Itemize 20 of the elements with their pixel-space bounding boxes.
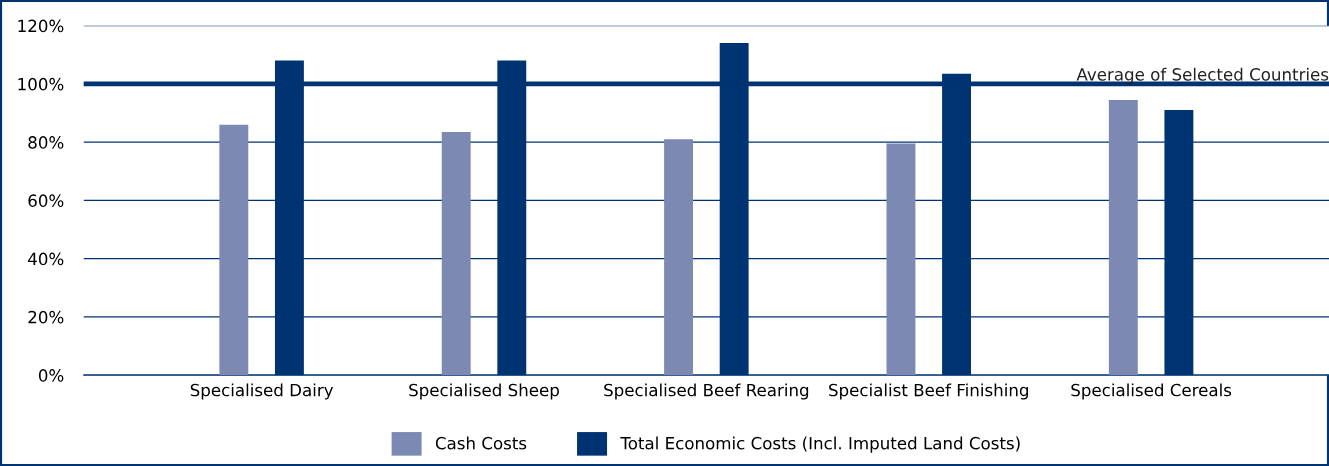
- bar: [1108, 99, 1138, 376]
- legend-label: Cash Costs: [435, 436, 527, 450]
- y-tick-label: 80%: [28, 136, 64, 149]
- ref-line-label: Average of Selected Countries: [1076, 67, 1329, 84]
- bar: [886, 143, 916, 376]
- y-tick-label: 100%: [18, 77, 64, 91]
- x-tick-label: Specialised Cereals: [1071, 383, 1232, 400]
- x-tick-label: Specialist Beef Finishing: [829, 383, 1028, 400]
- bar: [219, 124, 249, 376]
- bar: [441, 131, 471, 376]
- y-tick-label: 120%: [18, 19, 64, 33]
- y-tick-label: 0%: [38, 369, 64, 382]
- x-tick-label: Specialised Dairy: [190, 383, 334, 400]
- y-tick-label: 20%: [28, 310, 64, 324]
- x-tick-label: Specialised Sheep: [409, 383, 559, 400]
- x-tick-label: Specialised Beef Rearing: [604, 383, 809, 400]
- legend-label: Total Economic Costs (Incl. Imputed Land Costs): [620, 436, 1020, 453]
- y-tick-label: 60%: [28, 194, 64, 207]
- bar: [664, 139, 694, 376]
- y-tick-label: 40%: [28, 252, 64, 266]
